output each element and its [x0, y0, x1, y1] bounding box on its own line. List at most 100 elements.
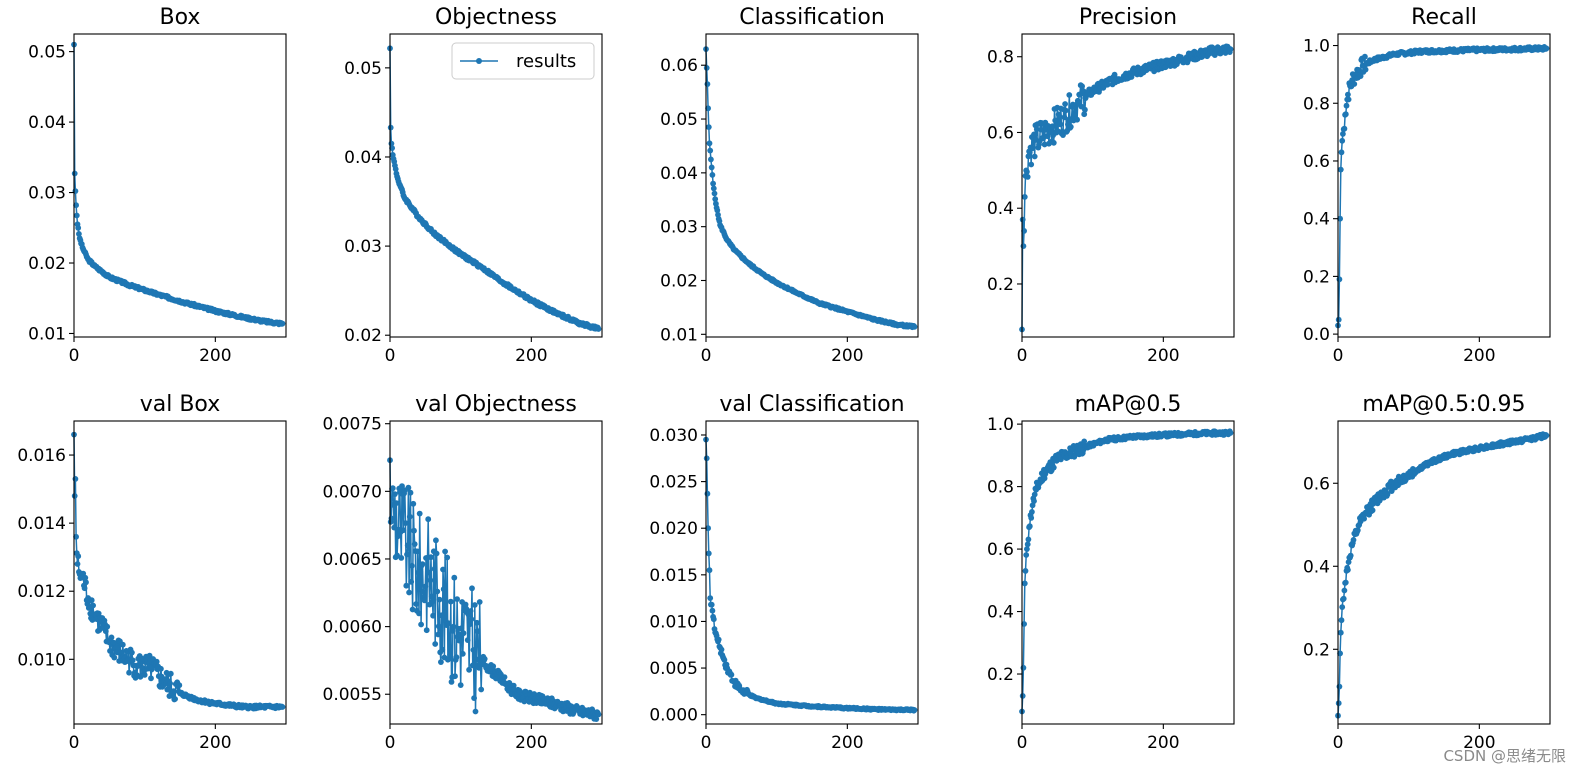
data-point [1357, 73, 1364, 79]
data-point [1052, 117, 1059, 124]
data-point [71, 493, 78, 499]
data-point [1020, 664, 1027, 671]
data-point [450, 628, 456, 634]
data-point [911, 707, 918, 713]
chart-panel-9: mAP@0.5 0 200 0.2 0.4 0.6 0.8 1.0 [987, 392, 1235, 753]
series-line [389, 48, 600, 330]
series-markers [71, 431, 286, 712]
data-point [1028, 161, 1035, 168]
data-point [1384, 491, 1391, 498]
y-tick-label: 0.0070 [323, 482, 382, 502]
data-point [427, 577, 434, 584]
y-tick-label: 0.02 [28, 254, 66, 274]
x-tick-label: 0 [69, 733, 80, 753]
data-point [1021, 194, 1028, 200]
y-tick-label: 0.06 [660, 56, 698, 76]
series-markers [1335, 44, 1550, 329]
axes-frame [73, 420, 287, 725]
chart-panel-5: Recall 0 200 0.0 0.2 0.4 0.6 0.8 1.0 [1303, 5, 1551, 366]
data-point [393, 500, 400, 506]
data-point [129, 649, 135, 656]
chart-panel-2: Objectness 0 200 0.02 0.03 0.04 0.05 results [344, 5, 603, 366]
data-point [471, 695, 477, 701]
data-point [1345, 559, 1352, 565]
data-point [705, 550, 712, 557]
data-point [1056, 113, 1063, 120]
y-tick-label: 0.05 [344, 59, 382, 79]
data-point [108, 634, 115, 641]
data-point [704, 490, 711, 497]
axes-frame [1337, 33, 1551, 338]
series-line [705, 439, 916, 712]
data-point [408, 578, 415, 585]
data-point [458, 625, 465, 632]
data-point [595, 711, 602, 718]
data-point [405, 484, 412, 491]
y-tick-label: 0.4 [1303, 210, 1330, 230]
data-point [531, 691, 538, 697]
data-point [1049, 123, 1056, 130]
data-point [1029, 509, 1035, 515]
data-point [469, 585, 475, 592]
data-point [1345, 567, 1351, 573]
y-tick-label: 0.0065 [323, 550, 382, 570]
data-point [442, 548, 448, 555]
data-point [74, 561, 81, 567]
data-point [472, 708, 479, 715]
data-point [473, 656, 480, 663]
data-point [471, 602, 478, 608]
data-point [706, 140, 713, 147]
legend-marker [476, 58, 482, 64]
data-point [391, 524, 398, 531]
y-tick-label: 0.012 [17, 582, 66, 602]
data-point [153, 658, 160, 665]
data-point [709, 607, 716, 614]
data-point [279, 704, 286, 710]
data-point [1543, 432, 1550, 439]
series-line [1337, 432, 1547, 716]
x-tick-label: 200 [1463, 346, 1495, 366]
y-tick-label: 1.0 [1303, 37, 1330, 57]
data-point [1340, 131, 1346, 137]
data-point [708, 601, 715, 608]
axes-frame [1021, 420, 1235, 725]
data-point [73, 212, 80, 219]
data-point [595, 326, 602, 332]
data-point [447, 598, 454, 605]
y-tick-label: 0.02 [660, 271, 698, 291]
data-point [456, 637, 463, 644]
data-point [430, 612, 436, 619]
data-point [474, 619, 480, 626]
chart-title: mAP@0.5:0.95 [1362, 392, 1525, 417]
data-point [1362, 66, 1369, 73]
data-point [399, 483, 405, 489]
data-point [1062, 107, 1069, 114]
data-point [1019, 693, 1026, 699]
data-point [1057, 121, 1064, 128]
data-point [126, 669, 132, 676]
data-point [703, 65, 710, 71]
data-point [1351, 81, 1358, 87]
data-point [389, 485, 396, 492]
data-point [439, 646, 446, 653]
data-point [71, 170, 78, 177]
data-point [1336, 683, 1343, 690]
data-point [457, 682, 464, 688]
data-point [469, 662, 476, 669]
data-point [1335, 316, 1342, 323]
data-point [421, 597, 428, 604]
data-point [422, 583, 429, 590]
data-point [76, 231, 82, 237]
data-point [1026, 523, 1033, 530]
series-markers [1019, 428, 1234, 715]
chart-title: val Classification [719, 392, 904, 417]
data-point [1021, 228, 1027, 234]
chart-title: Objectness [435, 5, 557, 30]
data-point [82, 574, 89, 581]
data-point [158, 665, 164, 672]
data-point [440, 586, 447, 593]
data-point [1041, 141, 1048, 148]
series-markers [1019, 43, 1234, 333]
y-tick-label: 0.025 [649, 473, 698, 493]
